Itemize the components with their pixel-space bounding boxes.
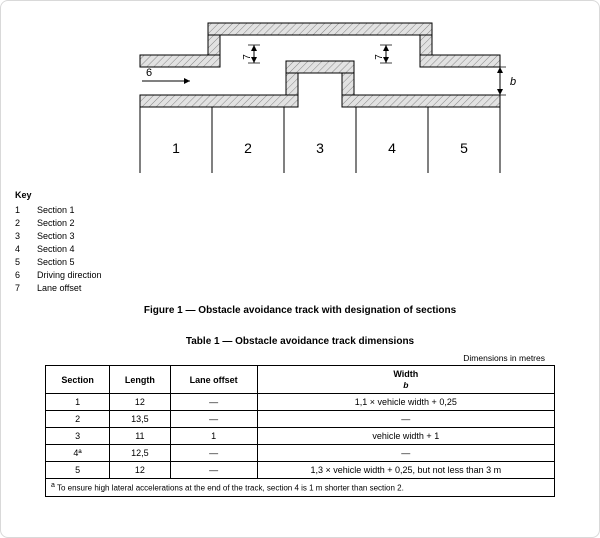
key-row: 1Section 1: [15, 204, 585, 217]
th-length: Length: [110, 366, 170, 394]
table-row: 3111vehicle width + 1: [46, 428, 555, 445]
table-cell-width: vehicle width + 1: [257, 428, 554, 445]
table-cell-offset: —: [170, 445, 257, 462]
page: 12345677b Key 1Section 12Section 23Secti…: [0, 0, 600, 538]
table-cell-offset: —: [170, 411, 257, 428]
table-cell-section: 5: [46, 462, 110, 479]
table-cell-length: 13,5: [110, 411, 170, 428]
table-cell-offset: —: [170, 394, 257, 411]
key-number: 5: [15, 256, 37, 269]
key-block: Key 1Section 12Section 23Section 34Secti…: [15, 189, 585, 295]
svg-text:7: 7: [374, 54, 385, 60]
table-cell-section: 3: [46, 428, 110, 445]
table-row: 213,5——: [46, 411, 555, 428]
table-cell-width: 1,1 × vehicle width + 0,25: [257, 394, 554, 411]
key-text: Section 1: [37, 204, 75, 217]
th-width-label: Width: [393, 369, 418, 379]
key-row: 4Section 4: [15, 243, 585, 256]
figure-caption: Figure 1 — Obstacle avoidance track with…: [15, 305, 585, 316]
obstacle-track-figure: 1 2 3 4 5 6 7 7 b: [80, 13, 520, 183]
table-cell-offset: —: [170, 462, 257, 479]
table-cell-length: 12,5: [110, 445, 170, 462]
th-section: Section: [46, 366, 110, 394]
table-footnote-row: a To ensure high lateral accelerations a…: [46, 479, 555, 497]
svg-text:7: 7: [242, 54, 253, 60]
table-cell-length: 12: [110, 462, 170, 479]
key-text: Section 4: [37, 243, 75, 256]
table-footnote: a To ensure high lateral accelerations a…: [46, 479, 555, 497]
table-row: 112—1,1 × vehicle width + 0,25: [46, 394, 555, 411]
key-number: 7: [15, 282, 37, 295]
key-number: 1: [15, 204, 37, 217]
table-header-row: Section Length Lane offset Width b: [46, 366, 555, 394]
key-number: 4: [15, 243, 37, 256]
key-row: 3Section 3: [15, 230, 585, 243]
key-text: Section 3: [37, 230, 75, 243]
th-width-sub: b: [263, 380, 549, 390]
svg-text:4: 4: [388, 140, 396, 156]
key-text: Lane offset: [37, 282, 81, 295]
table-cell-offset: 1: [170, 428, 257, 445]
key-text: Section 5: [37, 256, 75, 269]
table-cell-section: 2: [46, 411, 110, 428]
table-cell-width: —: [257, 445, 554, 462]
svg-text:3: 3: [316, 140, 324, 156]
th-offset: Lane offset: [170, 366, 257, 394]
key-title: Key: [15, 189, 585, 202]
svg-text:2: 2: [244, 140, 252, 156]
table-row: 4ª12,5——: [46, 445, 555, 462]
key-row: 6Driving direction: [15, 269, 585, 282]
svg-text:5: 5: [460, 140, 468, 156]
key-text: Section 2: [37, 217, 75, 230]
table-cell-length: 12: [110, 394, 170, 411]
key-number: 2: [15, 217, 37, 230]
figure-container: 1 2 3 4 5 6 7 7 b: [15, 13, 585, 183]
th-width: Width b: [257, 366, 554, 394]
table-cell-section: 1: [46, 394, 110, 411]
table-cell-section: 4ª: [46, 445, 110, 462]
table-cell-length: 11: [110, 428, 170, 445]
svg-text:6: 6: [146, 67, 152, 79]
key-text: Driving direction: [37, 269, 102, 282]
table-caption: Table 1 — Obstacle avoidance track dimen…: [15, 336, 585, 347]
svg-text:b: b: [510, 76, 516, 88]
key-row: 7Lane offset: [15, 282, 585, 295]
key-number: 6: [15, 269, 37, 282]
key-number: 3: [15, 230, 37, 243]
table-row: 512—1,3 × vehicle width + 0,25, but not …: [46, 462, 555, 479]
table-cell-width: 1,3 × vehicle width + 0,25, but not less…: [257, 462, 554, 479]
table-cell-width: —: [257, 411, 554, 428]
key-row: 5Section 5: [15, 256, 585, 269]
svg-text:1: 1: [172, 140, 180, 156]
key-row: 2Section 2: [15, 217, 585, 230]
dimensions-table: Section Length Lane offset Width b 112—1…: [45, 365, 555, 497]
units-label: Dimensions in metres: [15, 353, 545, 363]
